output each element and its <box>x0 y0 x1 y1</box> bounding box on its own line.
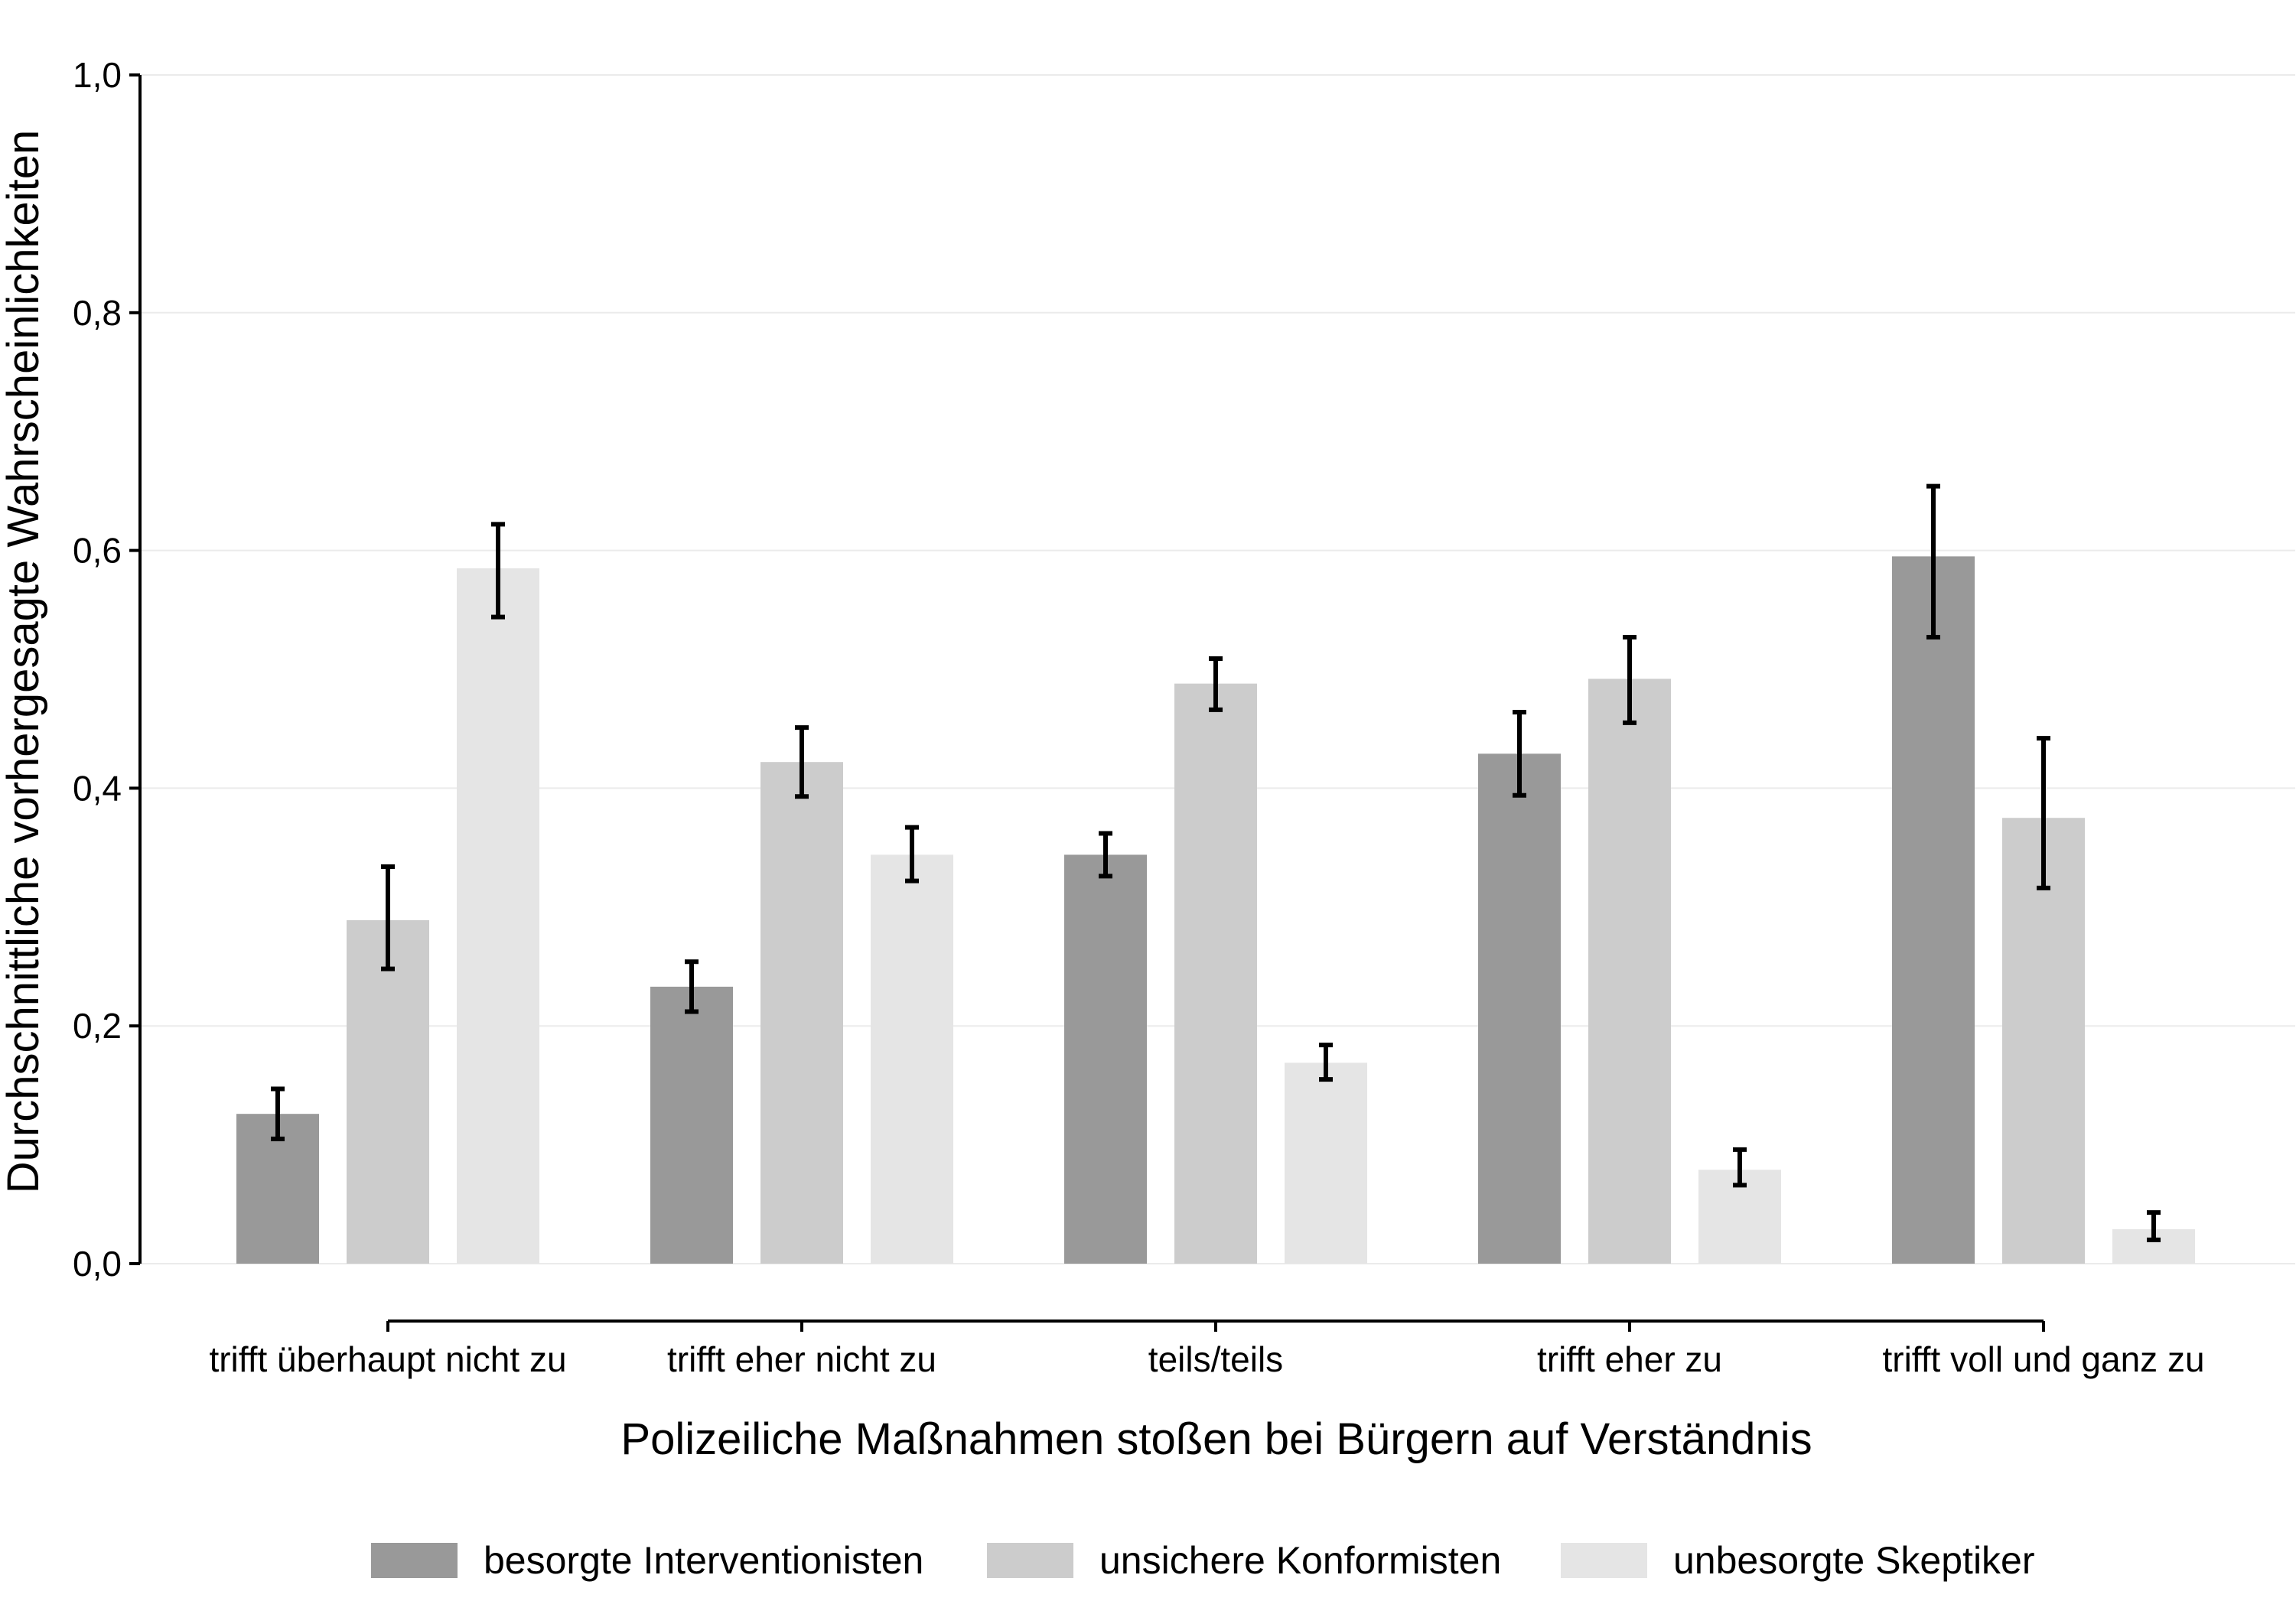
bars <box>236 556 2195 1264</box>
y-axis: 0,0 0,2 0,4 0,6 0,8 1,0 <box>73 55 142 1284</box>
y-tick-label: 1,0 <box>73 55 122 95</box>
bar <box>2002 818 2085 1264</box>
bar <box>1064 854 1147 1264</box>
error-bar <box>491 522 505 620</box>
bar <box>1174 683 1257 1264</box>
bar <box>1478 753 1561 1264</box>
error-bar <box>1623 635 1637 725</box>
x-tick-label: teils/teils <box>1148 1339 1283 1379</box>
error-bar <box>1209 656 1223 712</box>
legend-label: unsichere Konformisten <box>1099 1539 1501 1582</box>
legend-key <box>371 1543 458 1578</box>
bar <box>871 854 953 1264</box>
legend-label: unbesorgte Skeptiker <box>1673 1539 2035 1582</box>
x-tick-label: trifft voll und ganz zu <box>1882 1339 2204 1379</box>
error-bar <box>1733 1147 1747 1188</box>
bar <box>1892 556 1975 1264</box>
error-bar <box>2147 1210 2161 1242</box>
y-tick-label: 0,2 <box>73 1006 122 1046</box>
y-axis-title: Durchschnittliche vorhergesagte Wahrsche… <box>0 130 48 1194</box>
x-tick-label: trifft überhaupt nicht zu <box>209 1339 566 1379</box>
bar <box>1285 1062 1367 1264</box>
bar <box>760 762 843 1264</box>
error-bar <box>381 864 395 971</box>
bar <box>347 919 429 1264</box>
y-tick-label: 0,8 <box>73 293 122 333</box>
x-tick-label: trifft eher zu <box>1537 1339 1722 1379</box>
error-bar <box>1926 483 1940 640</box>
error-bar <box>1513 709 1526 798</box>
y-tick-label: 0,4 <box>73 768 122 808</box>
x-axis: trifft überhaupt nicht zu trifft eher nic… <box>209 1320 2205 1379</box>
bar <box>650 986 733 1264</box>
error-bar <box>1099 831 1112 879</box>
legend-label: besorgte Interventionisten <box>484 1539 923 1582</box>
error-bar <box>1319 1043 1333 1082</box>
x-tick-label: trifft eher nicht zu <box>667 1339 936 1379</box>
error-bar <box>795 725 809 799</box>
y-tick-label: 0,0 <box>73 1244 122 1284</box>
legend-key <box>987 1543 1073 1578</box>
legend: besorgte Interventionisten unsichere Konf… <box>371 1539 2035 1582</box>
error-bar <box>685 959 699 1014</box>
error-bar <box>2037 736 2050 890</box>
legend-key <box>1561 1543 1647 1578</box>
error-bars <box>271 483 2161 1242</box>
bar <box>457 568 539 1264</box>
error-bar <box>905 825 919 883</box>
x-axis-title: Polizeiliche Maßnahmen stoßen bei Bürger… <box>620 1414 1812 1464</box>
y-tick-label: 0,6 <box>73 531 122 571</box>
bar <box>1588 678 1671 1264</box>
error-bar <box>271 1086 285 1141</box>
